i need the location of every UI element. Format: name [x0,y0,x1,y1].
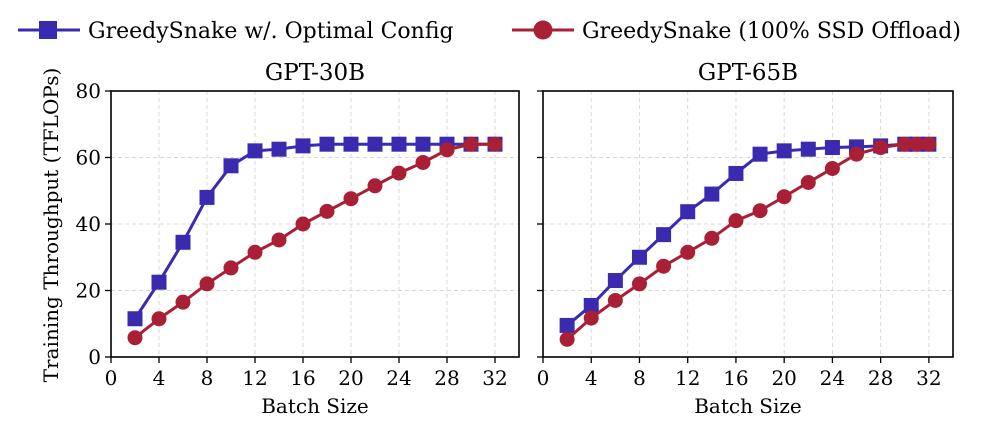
y-tick-label: 40 [76,212,101,236]
data-point-circle [175,294,191,310]
series-line [566,142,929,341]
data-point-square [415,136,431,152]
data-point-square [271,141,287,157]
data-point-circle [921,136,937,152]
y-tick-label: 0 [88,345,101,369]
data-point-square [656,227,672,243]
data-point-circle [873,140,889,156]
data-point-circle [559,331,575,347]
data-point-square [247,143,263,159]
data-point-square [343,136,359,152]
y-tick-label: 60 [76,146,101,170]
data-point-circle [607,292,623,308]
data-point-square [728,165,744,181]
legend: GreedySnake w/. Optimal Config GreedySna… [18,19,961,44]
x-tick-label: 8 [201,366,214,390]
data-point-circle [728,213,744,229]
y-axis-title: Training Throughput (TFLOPs) [39,68,63,383]
data-point-circle [909,136,925,152]
data-point-circle [319,203,335,219]
x-tick-label: 32 [482,366,507,390]
data-point-circle [367,178,383,194]
series-line [134,142,495,339]
data-point-circle [583,310,599,326]
data-point-square [175,234,191,250]
x-tick-label: 24 [386,366,411,390]
data-point-square [776,143,792,159]
legend-optimal-label: GreedySnake w/. Optimal Config [88,19,454,44]
legend-ssd-marker [533,20,553,40]
data-point-circle [631,276,647,292]
data-point-square [752,146,768,162]
data-point-circle [776,189,792,205]
x-tick-label: 24 [820,366,845,390]
data-point-square [367,136,383,152]
x-tick-label: 16 [723,366,748,390]
data-point-circle [199,276,215,292]
panel-title: GPT-65B [698,60,798,86]
data-point-square [391,136,407,152]
x-tick-label: 4 [153,366,166,390]
panel-title: GPT-30B [265,60,365,86]
data-point-circle [656,258,672,274]
x-tick-label: 28 [868,366,893,390]
data-point-circle [897,136,913,152]
data-point-circle [271,232,287,248]
x-tick-label: 8 [633,366,646,390]
series-line [133,142,495,320]
x-tick-label: 28 [434,366,459,390]
data-point-square [127,311,143,327]
data-point-square [607,273,623,289]
data-point-circle [680,244,696,260]
data-point-square [704,186,720,202]
data-point-circle [415,154,431,170]
data-point-circle [752,203,768,219]
data-point-square [223,158,239,174]
data-point-square [559,317,575,333]
x-axis-title: Batch Size [694,394,802,418]
data-point-circle [463,136,479,152]
data-point-circle [824,160,840,176]
x-tick-label: 12 [675,366,700,390]
data-point-square [800,141,816,157]
data-point-square [583,297,599,313]
legend-optimal-marker [39,21,57,39]
x-tick-label: 20 [771,366,796,390]
data-point-square [319,136,335,152]
data-point-circle [151,311,167,327]
legend-ssd-label: GreedySnake (100% SSD Offload) [582,19,961,44]
data-point-circle [391,165,407,181]
data-point-circle [223,260,239,276]
x-axis-title: Batch Size [261,394,369,418]
data-point-circle [247,244,263,260]
x-tick-label: 12 [242,366,267,390]
data-point-circle [127,330,143,346]
x-tick-label: 16 [290,366,315,390]
panel-2: 0 4 8 12 16 20 24 28 32 GPT-65B Batch Size [537,60,954,418]
data-point-square [631,249,647,265]
x-tick-label: 0 [537,366,550,390]
x-tick-label: 20 [338,366,363,390]
y-tick-label: 80 [76,79,101,103]
y-tick-label: 20 [76,279,101,303]
data-point-square [824,140,840,156]
data-point-circle [439,142,455,158]
data-point-circle [487,136,503,152]
data-point-circle [849,146,865,162]
data-point-square [199,189,215,205]
data-point-square [295,138,311,154]
data-point-circle [343,191,359,207]
x-tick-label: 4 [585,366,598,390]
x-tick-label: 32 [916,366,941,390]
data-point-circle [704,230,720,246]
data-point-square [151,274,167,290]
x-tick-label: 0 [105,366,118,390]
data-point-square [680,204,696,220]
data-point-circle [800,174,816,190]
data-point-circle [295,216,311,232]
panel-1: 0 4 8 12 16 20 24 28 32 0 20 40 60 80 GPT-30B Batch Siz… [76,60,520,418]
